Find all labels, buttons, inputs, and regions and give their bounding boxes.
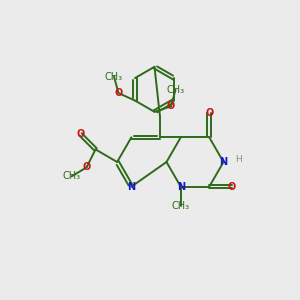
Text: H: H [235,155,242,164]
Text: CH₃: CH₃ [172,201,190,211]
Text: O: O [167,101,175,111]
Text: N: N [219,157,228,167]
Text: O: O [82,162,91,172]
Text: O: O [76,129,85,140]
Text: CH₃: CH₃ [105,72,123,82]
Text: CH₃: CH₃ [62,171,81,182]
Text: CH₃: CH₃ [167,85,184,95]
Text: O: O [205,108,213,118]
Text: O: O [114,88,123,98]
Text: O: O [228,182,236,192]
Text: N: N [127,182,135,192]
Text: N: N [177,182,185,192]
